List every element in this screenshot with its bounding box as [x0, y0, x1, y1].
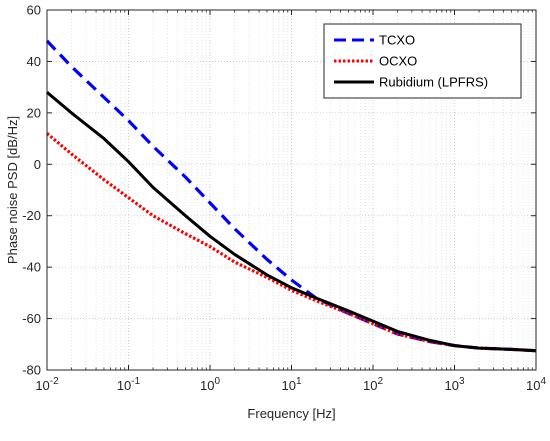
legend-label: TCXO — [379, 33, 415, 48]
x-tick-label: 101 — [281, 376, 301, 393]
y-axis-label: Phase noise PSD [dB/Hz] — [5, 116, 20, 264]
legend-label: OCXO — [379, 54, 417, 69]
y-tick-label: 0 — [34, 157, 41, 172]
x-tick-label: 104 — [526, 376, 546, 393]
x-tick-label: 102 — [363, 376, 383, 393]
legend: TCXO OCXO Rubidium (LPFRS) — [323, 23, 522, 99]
y-tick-label: -60 — [22, 311, 41, 326]
legend-label: Rubidium (LPFRS) — [379, 75, 488, 90]
x-tick-label: 10-2 — [35, 376, 59, 393]
series-line-rubidium-lpfrs — [46, 91, 537, 353]
plot-series — [45, 39, 537, 353]
y-tick-label: -80 — [22, 363, 41, 378]
y-tick-label: 60 — [27, 3, 41, 18]
y-tick-label: -20 — [22, 208, 41, 223]
y-tick-label: 40 — [27, 54, 41, 69]
x-tick-labels: 10-2 10-1 100 101 102 103 104 — [35, 376, 546, 393]
x-tick-label: 100 — [200, 376, 220, 393]
y-tick-label: -40 — [22, 260, 41, 275]
x-tick-label: 10-1 — [117, 376, 141, 393]
axis-ticks — [46, 9, 537, 371]
x-axis-label: Frequency [Hz] — [247, 406, 335, 421]
y-tick-label: 20 — [27, 105, 41, 120]
x-tick-label: 103 — [444, 376, 464, 393]
grid — [46, 9, 537, 371]
y-tick-labels: -80 -60 -40 -20 0 20 40 60 — [22, 3, 41, 378]
